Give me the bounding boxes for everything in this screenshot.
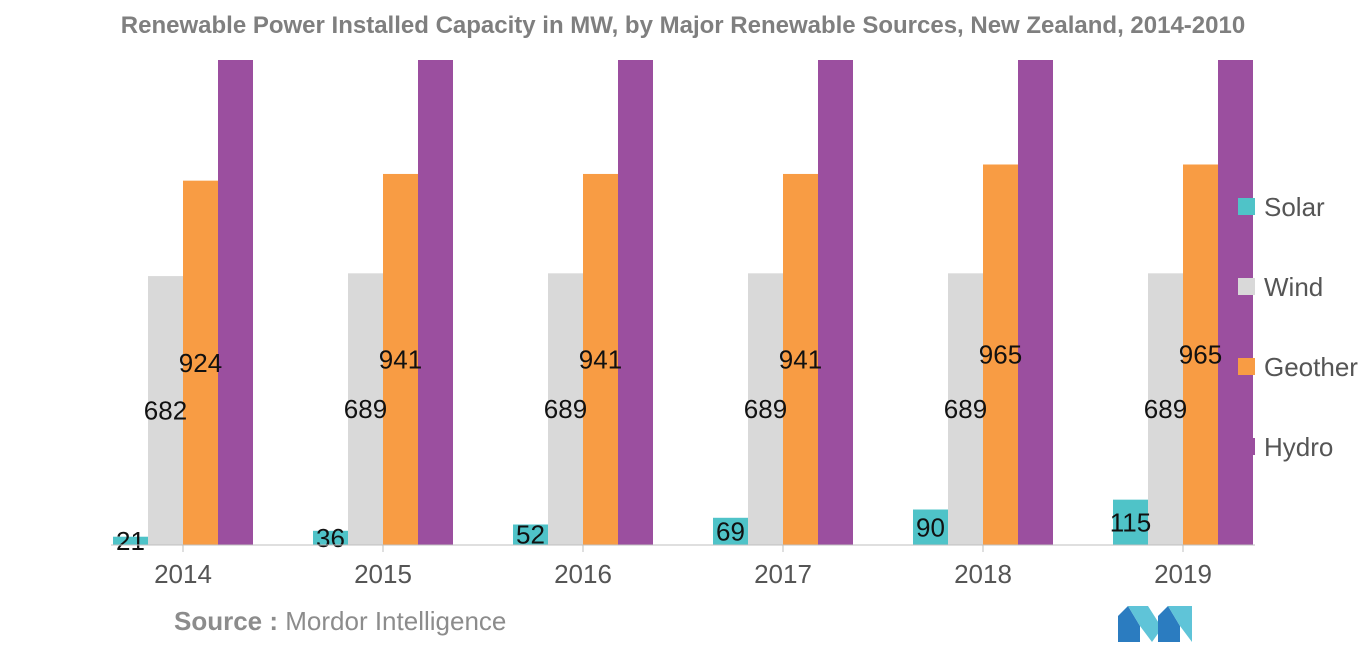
source-note: Source : Mordor Intelligence bbox=[174, 606, 506, 637]
bar-wind-2018 bbox=[948, 273, 983, 545]
data-label-geothermal-2016: 941 bbox=[579, 344, 622, 374]
bar-geothermal-2019 bbox=[1183, 164, 1218, 545]
legend-swatch-hydro bbox=[1238, 438, 1255, 455]
x-tick-label-2015: 2015 bbox=[354, 559, 412, 589]
bar-geothermal-2016 bbox=[583, 173, 618, 545]
x-tick-label-2019: 2019 bbox=[1154, 559, 1212, 589]
data-label-wind-2017: 689 bbox=[744, 394, 787, 424]
data-label-solar-2018: 90 bbox=[916, 512, 945, 542]
legend-label-wind: Wind bbox=[1264, 272, 1323, 302]
bar-wind-2014 bbox=[148, 276, 183, 545]
bar-solar-2014 bbox=[113, 536, 148, 545]
data-label-solar-2017: 69 bbox=[716, 516, 745, 546]
legend-swatch-geothermal bbox=[1238, 358, 1255, 375]
data-label-geothermal-2018: 965 bbox=[979, 340, 1022, 370]
bar-wind-2015 bbox=[348, 273, 383, 545]
data-label-geothermal-2015: 941 bbox=[379, 344, 422, 374]
bar-solar-2015 bbox=[313, 530, 348, 545]
data-label-solar-2014: 21 bbox=[116, 526, 145, 556]
x-tick-label-2016: 2016 bbox=[554, 559, 612, 589]
chart-title: Renewable Power Installed Capacity in MW… bbox=[120, 12, 1246, 39]
bar-hydro-2015 bbox=[418, 60, 453, 545]
legend-label-solar: Solar bbox=[1264, 192, 1325, 222]
bar-hydro-2019 bbox=[1218, 60, 1253, 545]
source-label: Source : bbox=[174, 606, 279, 636]
bar-wind-2019 bbox=[1148, 273, 1183, 545]
bar-hydro-2017 bbox=[818, 60, 853, 545]
x-tick-label-2018: 2018 bbox=[954, 559, 1012, 589]
bar-wind-2016 bbox=[548, 273, 583, 545]
bar-geothermal-2015 bbox=[383, 173, 418, 545]
mordor-intelligence-logo bbox=[1118, 606, 1192, 642]
bar-solar-2017 bbox=[713, 517, 748, 545]
bar-wind-2017 bbox=[748, 273, 783, 545]
bar-hydro-2014 bbox=[218, 60, 253, 545]
data-label-solar-2015: 36 bbox=[316, 523, 345, 553]
x-tick-label-2017: 2017 bbox=[754, 559, 812, 589]
data-label-wind-2019: 689 bbox=[1144, 394, 1187, 424]
bar-hydro-2016 bbox=[618, 60, 653, 545]
data-label-geothermal-2014: 924 bbox=[179, 348, 222, 378]
legend-label-geothermal: Geother bbox=[1264, 352, 1358, 382]
source-text: Mordor Intelligence bbox=[278, 606, 507, 636]
legend-swatch-solar bbox=[1238, 198, 1255, 215]
bar-geothermal-2017 bbox=[783, 173, 818, 545]
data-label-wind-2015: 689 bbox=[344, 394, 387, 424]
data-label-wind-2016: 689 bbox=[544, 394, 587, 424]
x-tick-label-2014: 2014 bbox=[154, 559, 212, 589]
bar-solar-2016 bbox=[513, 524, 548, 545]
bar-geothermal-2014 bbox=[183, 180, 218, 545]
legend-swatch-wind bbox=[1238, 278, 1255, 295]
data-label-geothermal-2017: 941 bbox=[779, 344, 822, 374]
data-label-wind-2018: 689 bbox=[944, 394, 987, 424]
bar-geothermal-2018 bbox=[983, 164, 1018, 545]
bar-solar-2018 bbox=[913, 509, 948, 545]
legend-label-hydro: Hydro bbox=[1264, 432, 1333, 462]
data-label-wind-2014: 682 bbox=[144, 396, 187, 426]
bar-hydro-2018 bbox=[1018, 60, 1053, 545]
bar-solar-2019 bbox=[1113, 499, 1148, 545]
data-label-geothermal-2019: 965 bbox=[1179, 340, 1222, 370]
data-label-solar-2019: 115 bbox=[1110, 507, 1151, 537]
